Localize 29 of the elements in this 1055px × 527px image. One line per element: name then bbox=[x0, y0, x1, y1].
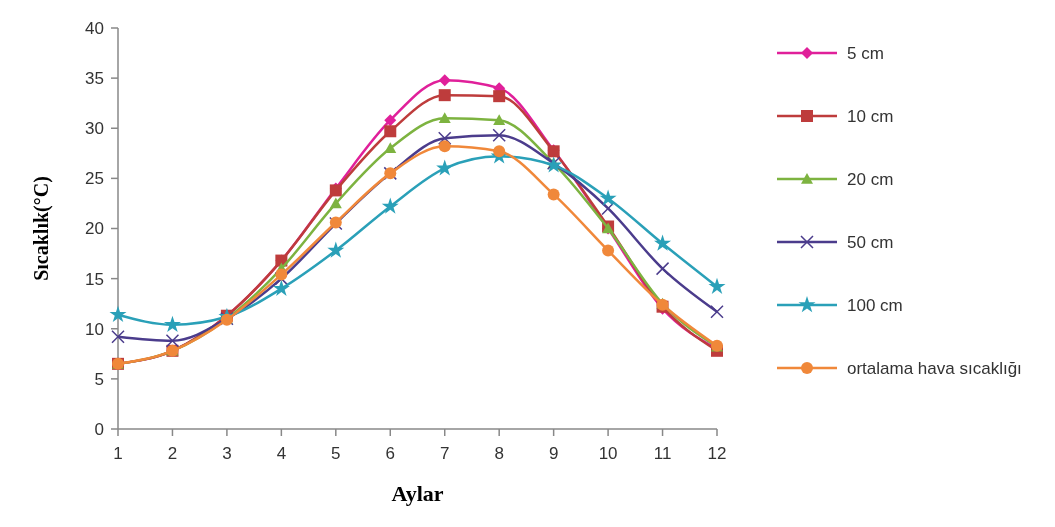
x-tick-label: 10 bbox=[598, 444, 618, 463]
legend-label: 5 cm bbox=[847, 43, 884, 63]
y-tick-label: 40 bbox=[85, 18, 104, 38]
y-tick-label: 10 bbox=[85, 319, 104, 339]
y-tick-label: 30 bbox=[85, 119, 104, 139]
legend-label: 100 cm bbox=[847, 295, 903, 315]
y-tick-label: 0 bbox=[94, 419, 104, 439]
y-tick-label: 25 bbox=[85, 169, 104, 189]
x-tick-label: 9 bbox=[548, 444, 559, 463]
legend-label: 50 cm bbox=[847, 232, 894, 252]
x-tick-label: 6 bbox=[385, 444, 396, 463]
x-tick-label: 5 bbox=[331, 444, 341, 463]
x-tick-label: 3 bbox=[222, 444, 232, 463]
x-tick-label: 2 bbox=[167, 444, 178, 463]
x-axis-title: Aylar bbox=[391, 481, 444, 506]
x-tick-label: 1 bbox=[113, 444, 123, 463]
x-tick-label: 12 bbox=[707, 444, 727, 463]
y-axis-title: Sıcaklık(°C) bbox=[30, 176, 53, 281]
legend-label: 20 cm bbox=[847, 169, 894, 189]
legend-label: ortalama hava sıcaklığı bbox=[847, 358, 1022, 378]
x-tick-label: 8 bbox=[494, 444, 504, 463]
y-tick-label: 35 bbox=[85, 69, 104, 89]
y-tick-label: 5 bbox=[94, 369, 104, 389]
y-tick-label: 15 bbox=[85, 269, 104, 289]
legend-label: 10 cm bbox=[847, 106, 894, 126]
x-tick-label: 4 bbox=[276, 444, 287, 463]
y-tick-label: 20 bbox=[85, 219, 104, 239]
x-tick-label: 11 bbox=[653, 444, 672, 463]
x-tick-label: 7 bbox=[439, 444, 450, 463]
